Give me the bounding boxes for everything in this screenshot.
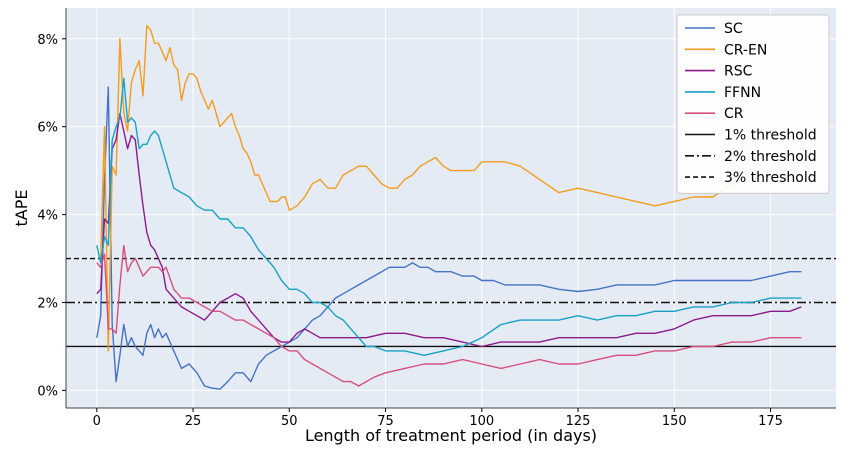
y-tick-label: 0% [37, 384, 58, 399]
legend-label: CR-EN [724, 42, 767, 58]
legend-label: CR [724, 106, 744, 122]
x-tick-label: 150 [662, 414, 687, 429]
x-axis-label: Length of treatment period (in days) [305, 426, 597, 445]
legend-label: RSC [724, 64, 753, 80]
x-tick-label: 0 [93, 414, 101, 429]
series-line-cr-en [100, 24, 802, 352]
legend-label: 3% threshold [724, 170, 817, 186]
x-tick-label: 25 [185, 414, 202, 429]
x-tick-label: 50 [281, 414, 298, 429]
y-tick-label: 8% [37, 33, 58, 48]
legend-label: 1% threshold [724, 128, 817, 144]
legend-label: FFNN [724, 85, 761, 101]
series-lines [96, 24, 802, 390]
y-axis-label: tAPE [12, 190, 31, 227]
legend: SC CR-EN RSC FFNN CR 1% threshold 2% threshold… [676, 14, 830, 194]
series-line-cr [96, 244, 802, 387]
x-tick-label: 125 [566, 414, 591, 429]
legend-label: SC [724, 21, 743, 37]
series-line-sc [96, 86, 802, 390]
series-line-ffnn [96, 77, 802, 356]
x-ticks: 0 25 50 75 100 125 150 175 [93, 408, 783, 429]
legend-label: 2% threshold [724, 149, 817, 165]
y-tick-label: 2% [37, 297, 58, 312]
axes [65, 8, 836, 409]
x-tick-label: 100 [469, 414, 494, 429]
y-tick-label: 4% [37, 209, 58, 224]
x-tick-label: 175 [758, 414, 783, 429]
y-tick-label: 6% [37, 121, 58, 136]
x-tick-label: 75 [377, 414, 394, 429]
legend-box [676, 14, 830, 194]
y-ticks: 0% 2% 4% 6% 8% [37, 33, 66, 399]
